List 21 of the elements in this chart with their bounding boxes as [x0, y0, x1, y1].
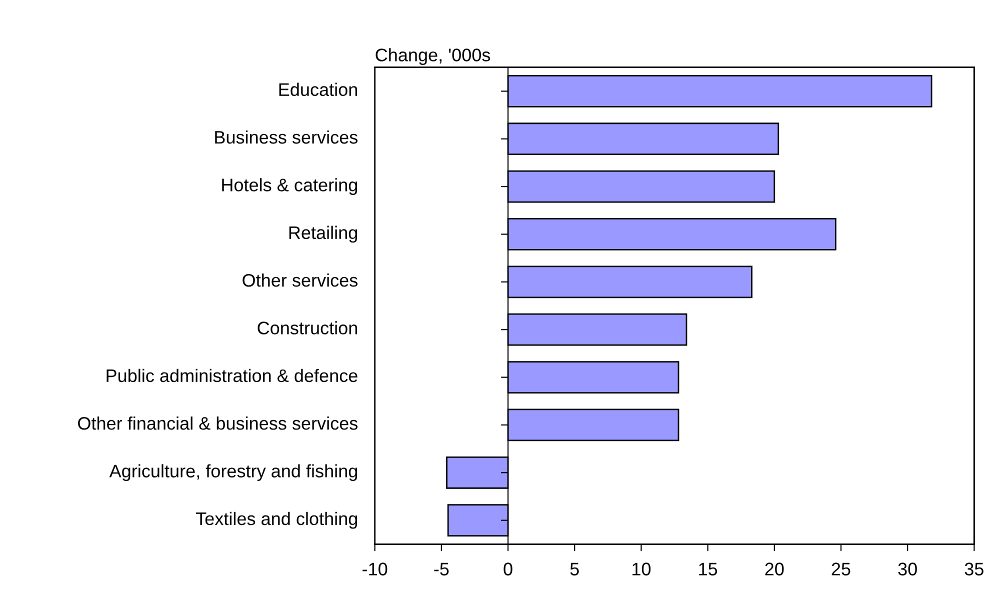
y-tick-label: Other financial & business services — [78, 416, 358, 430]
y-tick-label: Retailing — [289, 226, 358, 243]
x-tick-label: 25 — [832, 562, 850, 576]
y-tick-label: Public administration & defence — [106, 368, 358, 382]
x-tick-label: -10 — [362, 562, 388, 576]
y-tick-label: Business services — [215, 130, 358, 144]
x-tick-label: 35 — [964, 562, 984, 576]
y-tick-label: Education — [279, 82, 357, 96]
x-tick-label: 10 — [632, 562, 651, 576]
y-tick-label: Hotels & catering — [222, 178, 358, 195]
x-tick-label: 5 — [570, 562, 579, 576]
x-tick-label: -5 — [434, 562, 449, 576]
y-tick-label: Agriculture, forestry and fishing — [109, 464, 358, 482]
x-tick-label: 0 — [504, 562, 512, 576]
x-axis-title: Change, '000s — [376, 48, 490, 65]
y-tick-label: Textiles and clothing — [196, 512, 358, 529]
x-tick-label: 20 — [765, 562, 784, 576]
x-tick-label: 30 — [898, 562, 917, 576]
x-tick-label: 15 — [699, 562, 718, 576]
y-tick-label: Construction — [258, 321, 357, 334]
y-tick-label: Other services — [242, 273, 358, 287]
